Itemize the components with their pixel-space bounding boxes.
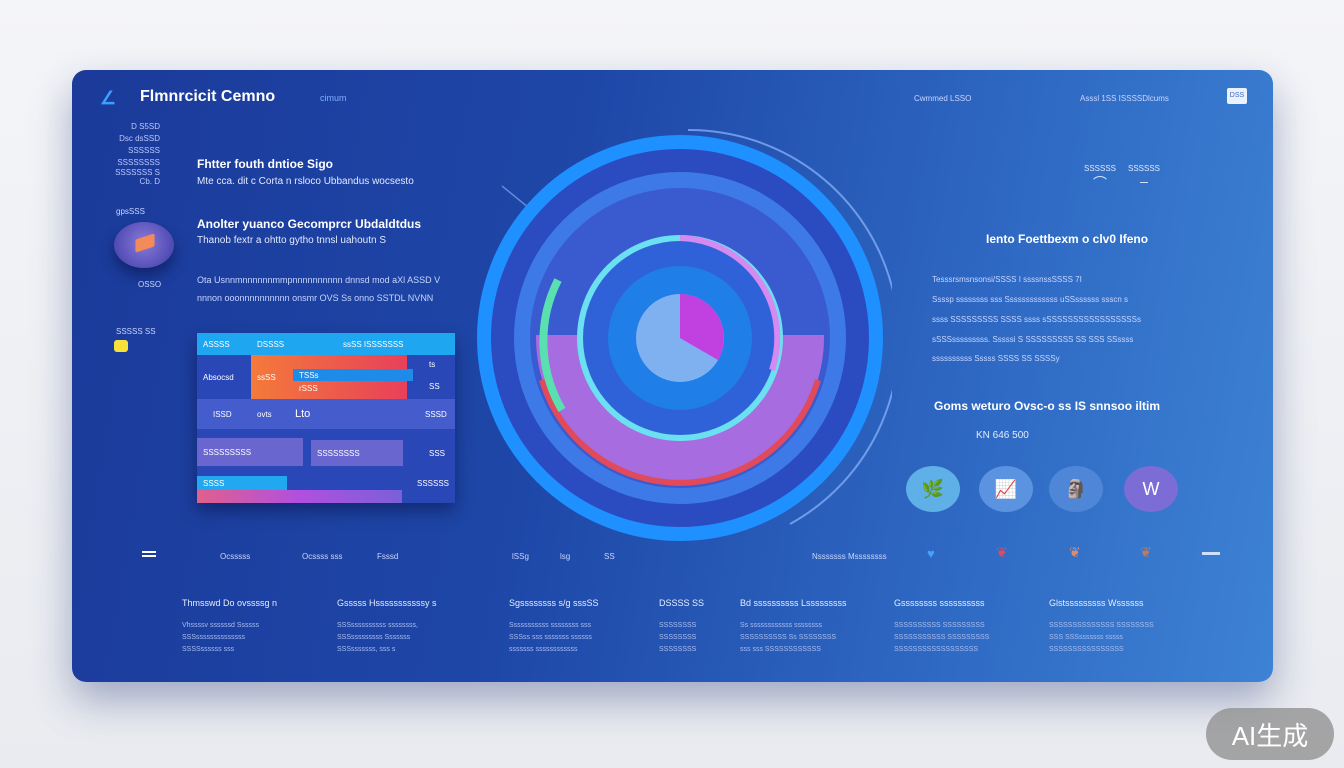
table-cell: SSS [429, 448, 446, 458]
tag-icon [114, 340, 128, 352]
logo-icon: ∠ [100, 88, 117, 108]
bottom-bar-item[interactable]: Fsssd [377, 552, 399, 561]
red-arc [539, 379, 821, 486]
table-cell: rSSS [299, 383, 318, 393]
figure-red-icon[interactable]: ❦ [996, 544, 1008, 560]
menu-icon[interactable] [142, 551, 156, 557]
icon-tile[interactable]: SSSSSS – [1124, 164, 1164, 189]
chart-icon[interactable]: 📈 [979, 466, 1033, 512]
heart-icon[interactable]: ♥ [927, 546, 935, 561]
inner-pink-arc [679, 235, 781, 371]
sidebar-item[interactable]: SSSSSSSS [117, 158, 160, 167]
minus-icon[interactable] [1202, 552, 1220, 555]
sidebar-item[interactable]: SSSSSSS S [115, 168, 160, 177]
right-heading: Goms weturo Ovsc-o ss IS snnsoo iltim [934, 399, 1161, 413]
figure-brown-icon[interactable]: ❦ [1140, 544, 1152, 560]
dashboard-card: ∠ Flmnrcicit Cemno cimum Cwmmed LSSO Ass… [72, 70, 1273, 682]
right-value: KN 646 500 [976, 430, 1029, 441]
pie-slice-icon [114, 222, 174, 268]
data-table: ASSSS DSSSS ssSS ISSSSSSS ssSS Absocsd T… [197, 333, 455, 503]
figure-orange-icon[interactable]: ❦ [1069, 544, 1081, 560]
table-cell: ovts [257, 409, 272, 419]
app-subtitle[interactable]: cimum [320, 93, 347, 103]
table-cell: Lto [295, 408, 311, 420]
table-header: ssSS ISSSSSSS [343, 339, 404, 349]
section-text: Ota Usnnmnnnnnnmmpnnnnnnnnnn dnnsd mod a… [197, 275, 441, 285]
sidebar-item[interactable]: D S5SD [131, 122, 160, 131]
radial-chart [477, 128, 892, 541]
right-text: ssssssssss Sssss SSSS SS SSSSy [932, 354, 1060, 363]
right-heading: Iento Foettbexm o clv0 Ifeno [986, 232, 1149, 246]
table-cell: SSSSSSSS [311, 440, 403, 466]
nav-link-right[interactable]: Asssl 1SS ISSSSDlcums [1080, 94, 1169, 103]
footer-column: Thmsswd Do ovssssg n Vhssssv ssssssd Ssss… [182, 598, 278, 653]
bottom-bar-item[interactable]: lsg [560, 552, 571, 561]
section-heading: Fhtter fouth dntioe Sigo [197, 157, 333, 171]
bottom-bar-item[interactable]: Ocssss sss [302, 552, 343, 561]
table-cell: ISSD [213, 409, 232, 419]
bottom-bar-label: Nsssssss Mssssssss [812, 552, 887, 561]
tag-label: SSSSS SS [116, 327, 156, 336]
section-heading: Anolter yuanco Gecomprcr Ubdaldtdus [197, 217, 422, 231]
right-text: Tesssrsmsnsonsi/SSSS I ssssnssSSSS 7I [932, 275, 1082, 284]
section-text: Mte cca. dit c Corta n rsloco Ubbandus w… [197, 176, 414, 187]
nav-link-left[interactable]: Cwmmed LSSO [914, 94, 972, 103]
table-cell: ts [429, 359, 436, 369]
table-cell: Absocsd [203, 372, 234, 382]
section-text: Thanob fextr a ohtto gytho tnnsl uahoutn… [197, 235, 387, 246]
core-slice [680, 294, 724, 360]
right-text: sSSSsssssssss. Sssssi S SSSSSSSSS SS SSS… [932, 335, 1134, 344]
outer-arc [687, 128, 892, 525]
bottom-bar-item[interactable]: Ocsssss [220, 552, 251, 561]
arch-icon: ⌒ [1093, 175, 1107, 191]
right-text: ssss SSSSSSSSS SSSS ssss sSSSSSSSSSSSSSS… [932, 315, 1141, 324]
footer-column: Gsssss Hsssssssssssy s SSSssssssssss ssss… [337, 598, 437, 653]
bottom-bar-item[interactable]: lSSg [512, 552, 529, 561]
section-text: nnnon ooonnnnnnnnnn onsmr OVS Ss onno SS… [197, 293, 434, 303]
table-cell: SSSS [197, 476, 287, 490]
table-cell: SSSSSSSSS [197, 438, 303, 466]
blob-caption: OSSO [138, 280, 162, 289]
table-cell: TSSs [293, 369, 413, 381]
bottom-bar-item[interactable]: SS [604, 552, 615, 561]
footer-column: Sgssssssss s/g sssSS Sssssssssss ssssssss… [509, 598, 599, 653]
sidebar-item[interactable]: SSSSSS [127, 146, 160, 155]
footer-column: Glstsssssssss Wssssss SSSSSSSSSSSSSS SSSS… [1049, 598, 1154, 653]
leaf-icon[interactable]: 🌿 [906, 466, 960, 512]
table-cell: SSSD [425, 409, 447, 419]
table-header: DSSSS [257, 339, 285, 349]
footer-column: DSSSS SS SSSSSSSS SSSSSSSS SSSSSSSS [659, 598, 705, 653]
dash-icon: – [1140, 173, 1148, 189]
ai-generated-watermark: AI生成 [1206, 708, 1334, 760]
app-title: Flmnrcicit Cemno [140, 88, 276, 105]
blob-label: gpsSSS [116, 207, 145, 216]
figure-icon[interactable]: 🗿 [1049, 466, 1103, 512]
sidebar-item[interactable]: Cb. D [139, 177, 160, 186]
table-header: ASSSS [203, 339, 230, 349]
table-cell: SS [429, 381, 440, 391]
footer-column: Bd ssssssssss Lsssssssss Ss ssssssssssss … [740, 598, 847, 653]
footer-column: Gssssssss ssssssssss SSSSSSSSSS SSSSSSSSS… [894, 598, 990, 653]
table-cell: SSSSSS [417, 478, 450, 488]
icon-tile[interactable]: SSSSSS ⌒ [1080, 164, 1120, 193]
sidebar-item[interactable]: Dsc dsSSD [119, 134, 160, 143]
header-button[interactable]: DSS [1227, 88, 1247, 104]
right-text: Ssssp ssssssss sss Sssssssssssss uSSssss… [932, 295, 1129, 304]
green-arc [539, 278, 566, 413]
w-icon[interactable]: W [1124, 466, 1178, 512]
